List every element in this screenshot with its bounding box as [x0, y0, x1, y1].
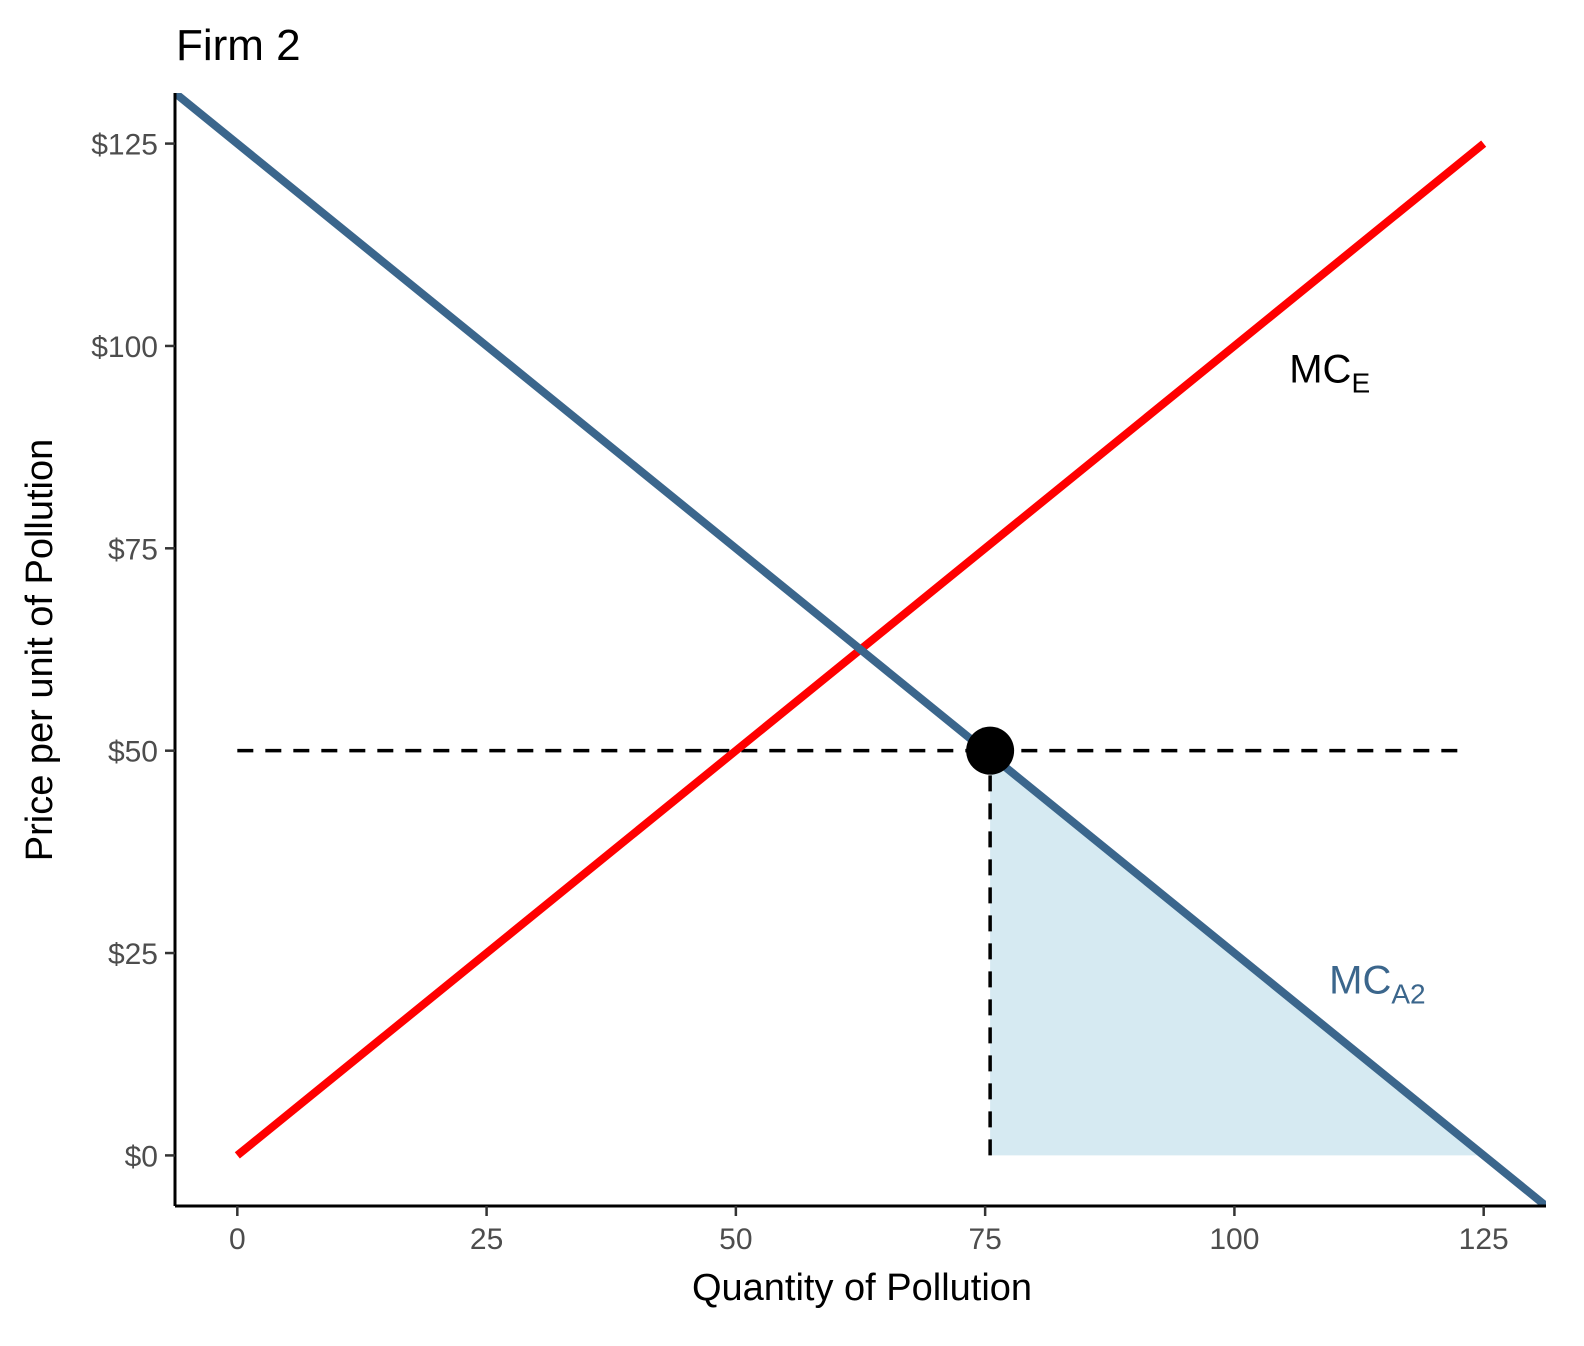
- y-tick-label: $50: [108, 736, 158, 769]
- shaded-area: [990, 754, 1484, 1156]
- x-tick-label: 100: [1209, 1223, 1259, 1256]
- series-line-mca2: [175, 93, 1546, 1206]
- x-tick-label: 75: [968, 1223, 1001, 1256]
- y-tick-label: $100: [91, 331, 158, 364]
- x-axis-title: Quantity of Pollution: [692, 1267, 1032, 1309]
- y-tick-label: $25: [108, 938, 158, 971]
- equilibrium-point: [966, 726, 1015, 775]
- axes: MCE MCA2 0 25 50 75 100 125 $0 $25 $50 $75 $100 $125: [91, 93, 1546, 1256]
- plot-area: [175, 93, 1546, 1206]
- series-label-mca2: MCA2: [1329, 959, 1425, 1010]
- x-tick-label: 50: [719, 1223, 752, 1256]
- x-tick-label: 0: [229, 1223, 246, 1256]
- y-tick-label: $75: [108, 533, 158, 566]
- chart-title: Firm 2: [176, 21, 301, 70]
- x-tick-label: 125: [1459, 1223, 1509, 1256]
- y-tick-label: $125: [91, 129, 158, 162]
- series-label-mce: MCE: [1289, 347, 1370, 398]
- x-tick-label: 25: [470, 1223, 503, 1256]
- y-tick-label: $0: [125, 1140, 158, 1173]
- y-axis-title: Price per unit of Pollution: [19, 439, 61, 861]
